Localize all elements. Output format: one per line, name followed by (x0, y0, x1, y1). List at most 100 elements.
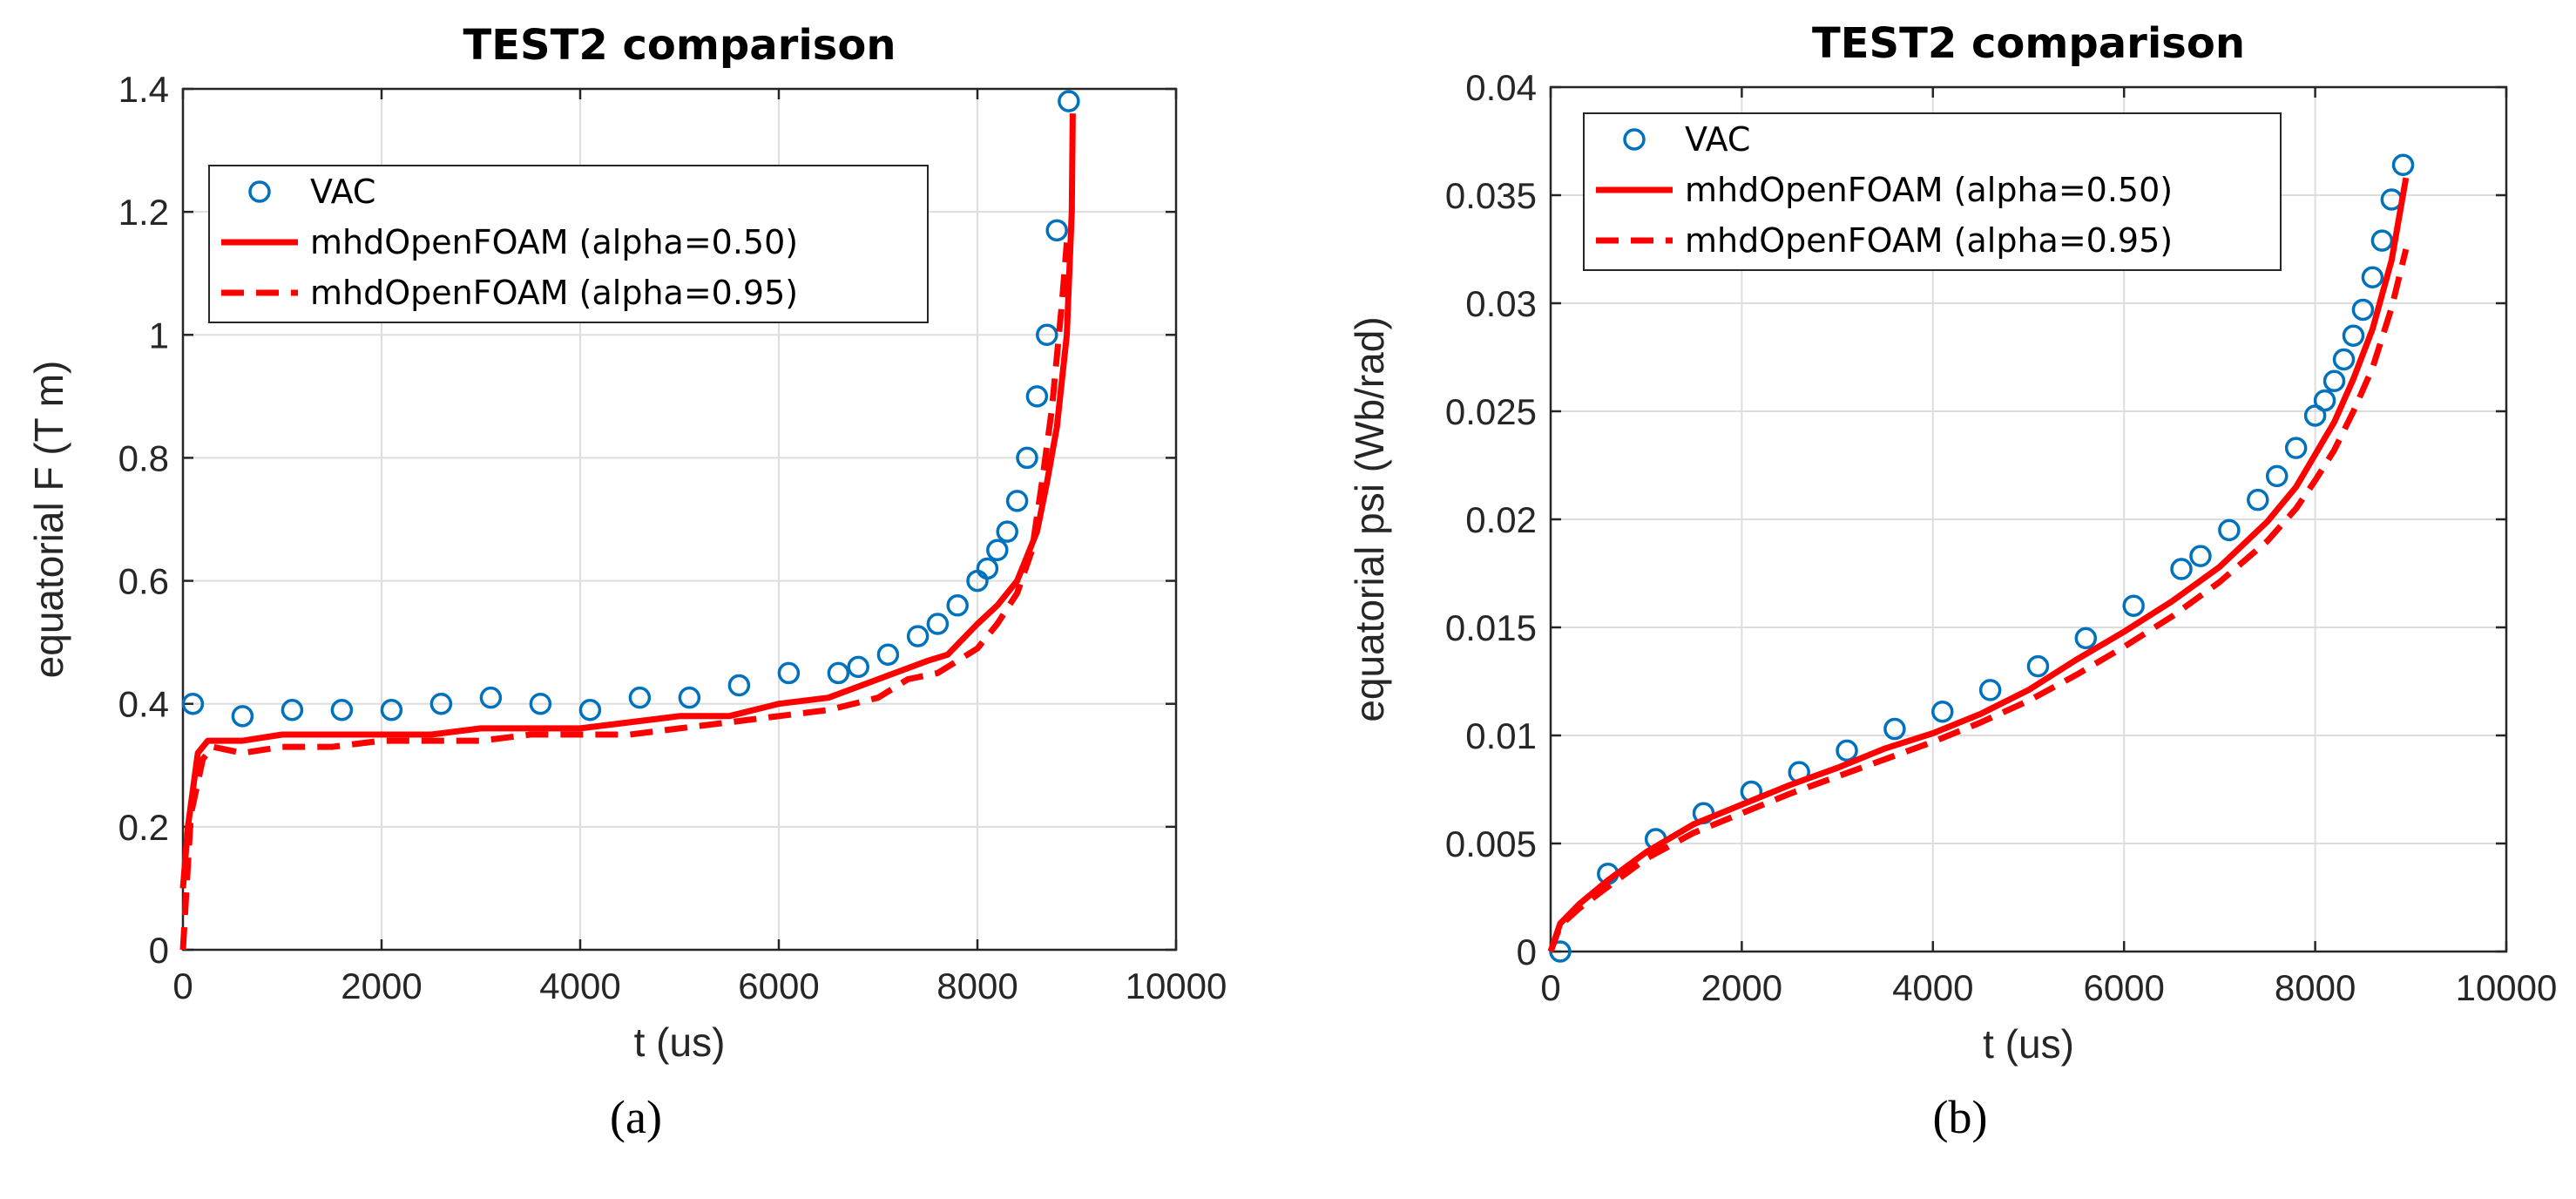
y-tick-label: 0.2 (118, 807, 169, 848)
legend-entry: mhdOpenFOAM (alpha=0.95) (310, 274, 798, 312)
vac-marker (847, 655, 869, 679)
y-axis-ticks: 0 0.2 0.4 0.6 0.8 1 1.2 1.4 (118, 69, 1176, 971)
x-tick-label: 2000 (341, 965, 422, 1006)
series-line-alpha-095 (1547, 248, 2410, 953)
y-tick-label: 0.04 (1465, 67, 1537, 108)
vac-marker (777, 661, 801, 685)
series-line-alpha-050 (1547, 177, 2410, 953)
vac-marker (628, 686, 652, 709)
chart-title: TEST2 comparison (463, 21, 896, 70)
vac-marker (1978, 679, 2002, 701)
panel-label: (b) (1933, 1091, 1988, 1143)
y-axis-label: equatorial F (T m) (26, 361, 71, 679)
vac-marker (1058, 90, 1080, 112)
vac-marker (2284, 437, 2308, 459)
vac-marker (529, 692, 552, 715)
y-tick-label: 0.4 (118, 684, 169, 725)
vac-marker (827, 661, 850, 685)
y-tick-label: 0.6 (118, 561, 169, 602)
chart-title: TEST2 comparison (1812, 19, 2245, 68)
legend-entry: mhdOpenFOAM (alpha=0.50) (310, 223, 798, 261)
legend-marker (1623, 128, 1646, 151)
legend: VAC mhdOpenFOAM (alpha=0.50) mhdOpenFOAM (… (208, 165, 929, 323)
x-tick-label: 8000 (936, 965, 1018, 1006)
series-2 (1547, 248, 2410, 953)
y-tick-label: 0.01 (1465, 715, 1537, 756)
series-0 (181, 90, 1080, 728)
vac-marker (2189, 545, 2212, 567)
vac-marker (429, 692, 453, 715)
vac-marker (181, 692, 205, 715)
x-axis-ticks: 0 2000 4000 6000 8000 10000 (172, 89, 1227, 1006)
vac-marker (2313, 389, 2336, 412)
series-1 (1547, 177, 2410, 953)
y-axis-ticks: 0 0.005 0.01 0.015 0.02 0.025 0.03 0.035 0.04 (1445, 67, 2506, 972)
legend-entry: VAC (310, 173, 375, 211)
series-line-alpha-095 (179, 242, 1071, 951)
vac-marker (2351, 298, 2375, 322)
vac-marker (727, 674, 751, 697)
x-tick-label: 4000 (539, 965, 620, 1006)
vac-marker (996, 520, 1018, 543)
vac-marker (479, 686, 503, 709)
vac-marker (2370, 229, 2394, 252)
chart-a: 0 2000 4000 6000 8000 10000 0 0.2 0.4 0.6 0.8 1 1.2 1… (26, 21, 1227, 1143)
vac-marker (1025, 385, 1049, 408)
x-axis-ticks: 0 2000 4000 6000 8000 10000 (1540, 87, 2557, 1008)
x-tick-label: 0 (172, 965, 193, 1006)
vac-marker (1036, 323, 1058, 347)
vac-marker (986, 539, 1009, 562)
vac-marker (2265, 464, 2289, 488)
legend-entry: mhdOpenFOAM (alpha=0.50) (1685, 171, 2173, 209)
vac-marker (906, 625, 930, 647)
panel-label: (a) (610, 1091, 662, 1143)
legend-marker (248, 180, 271, 203)
y-tick-label: 0.02 (1465, 499, 1537, 540)
vac-marker (281, 699, 304, 721)
series-1 (179, 113, 1076, 889)
vac-marker (1005, 490, 1029, 512)
vac-marker (2122, 594, 2145, 617)
x-axis-label: t (us) (634, 1019, 726, 1065)
vac-marker (1045, 219, 1068, 242)
vac-marker (2218, 518, 2241, 542)
vac-marker (2026, 654, 2050, 678)
series-2 (179, 242, 1071, 951)
legend-entry: VAC (1685, 120, 1750, 159)
y-tick-label: 0.025 (1445, 391, 1537, 432)
y-tick-label: 1 (149, 315, 169, 356)
vac-marker (330, 699, 354, 721)
vac-marker (976, 557, 999, 580)
x-tick-label: 2000 (1701, 967, 1782, 1008)
y-axis-label: equatorial psi (Wb/rad) (1347, 316, 1392, 721)
legend-box (1583, 112, 2282, 271)
x-axis-label: t (us) (1983, 1021, 2074, 1067)
vac-marker (2247, 488, 2269, 511)
vac-marker (578, 699, 602, 721)
x-tick-label: 4000 (1892, 967, 1973, 1008)
vac-marker (2074, 627, 2098, 650)
legend-box (208, 165, 929, 323)
y-tick-label: 0.03 (1465, 283, 1537, 324)
vac-marker (2170, 558, 2193, 580)
vac-marker (678, 686, 701, 709)
vac-marker (2361, 266, 2384, 288)
y-tick-label: 0 (1517, 931, 1537, 972)
vac-marker (2322, 369, 2346, 393)
vac-marker (946, 594, 969, 617)
x-tick-label: 6000 (2083, 967, 2164, 1008)
vac-marker (1016, 446, 1038, 470)
vac-marker (926, 613, 950, 635)
x-tick-label: 10000 (2456, 967, 2558, 1008)
x-tick-label: 6000 (738, 965, 819, 1006)
chart-b: 0 2000 4000 6000 8000 10000 0 0.005 0.01 0.015 0.0… (1347, 19, 2557, 1143)
legend: VAC mhdOpenFOAM (alpha=0.50) mhdOpenFOAM (… (1583, 112, 2282, 271)
y-tick-label: 0.035 (1445, 175, 1537, 216)
vac-marker (1836, 739, 1858, 762)
vac-marker (231, 705, 254, 728)
y-tick-label: 0.015 (1445, 607, 1537, 648)
vac-marker (1883, 717, 1906, 741)
y-tick-label: 0 (149, 930, 169, 971)
axes-box (181, 87, 1178, 952)
y-tick-label: 0.005 (1445, 823, 1537, 864)
